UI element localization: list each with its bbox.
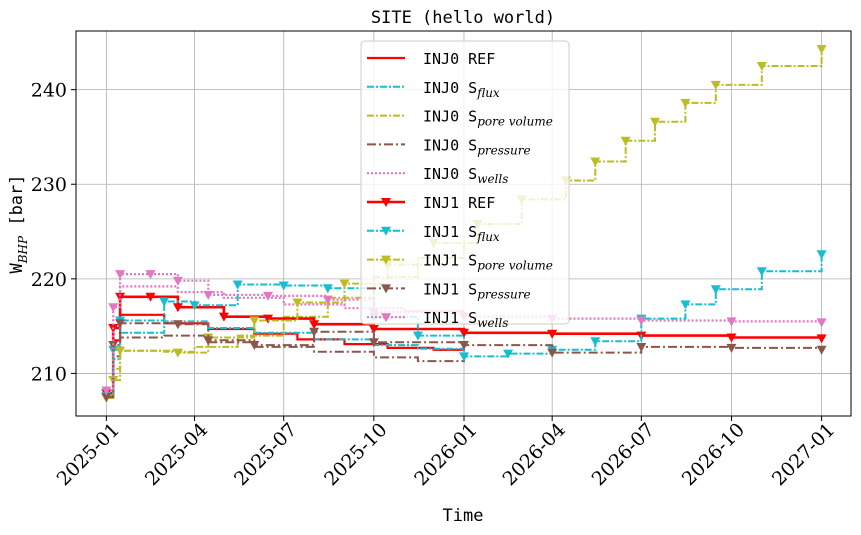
series-marker: [115, 319, 126, 329]
series-marker: [458, 341, 469, 351]
legend-label: INJ1 Sflux: [423, 223, 500, 244]
series-marker: [203, 336, 214, 346]
legend-label: INJ1 Swells: [423, 309, 508, 330]
y-tick-label: 230: [31, 174, 67, 196]
series-marker: [278, 281, 289, 291]
series-marker: [263, 291, 274, 301]
legend-marker: [381, 284, 391, 294]
series-marker: [115, 346, 126, 356]
series-marker: [726, 317, 737, 327]
series-marker: [816, 318, 827, 328]
series-marker: [339, 279, 350, 289]
x-tick-label: 2026-04: [498, 419, 569, 490]
x-tick-label: 2026-07: [588, 419, 659, 490]
series-marker: [263, 314, 274, 324]
series-marker: [108, 303, 119, 313]
series-marker: [503, 349, 514, 359]
x-axis-label: Time: [443, 506, 484, 526]
series-marker: [458, 352, 469, 362]
series-marker: [232, 280, 243, 290]
series-marker: [203, 290, 214, 300]
y-axis: 210 220 230 240: [31, 80, 76, 385]
chart-title: SITE (hello world): [371, 8, 555, 28]
legend-label: INJ0 Spressure: [423, 136, 531, 157]
legend-label: INJ0 Sflux: [423, 79, 500, 100]
series-marker: [650, 117, 661, 127]
series-marker: [115, 270, 126, 280]
series-marker: [726, 343, 737, 353]
series-marker: [172, 303, 183, 313]
series-marker: [101, 393, 112, 403]
series-marker: [159, 297, 170, 307]
series-marker: [249, 316, 260, 326]
series-marker: [710, 80, 721, 90]
series-marker: [218, 312, 229, 322]
y-axis-label: WBHP [bar]: [7, 174, 30, 273]
series-marker: [322, 295, 333, 305]
legend-label: INJ0 REF: [423, 50, 495, 68]
series-marker: [189, 301, 200, 311]
x-tick-label: 2025-01: [53, 419, 124, 490]
series-marker: [756, 267, 767, 277]
series-marker: [590, 337, 601, 347]
legend-label: INJ1 Spressure: [423, 280, 531, 301]
series-marker: [172, 320, 183, 330]
series-marker: [547, 329, 558, 339]
legend-label: INJ0 Spore volume: [423, 108, 553, 129]
legend-label: INJ0 Swells: [423, 165, 508, 186]
legend-box: [360, 40, 570, 325]
legend-marker: [381, 255, 391, 265]
legend-marker: [381, 198, 391, 207]
x-tick-label: 2025-07: [230, 419, 301, 490]
series-marker: [412, 331, 423, 341]
series-marker: [816, 44, 827, 54]
series-marker: [680, 98, 691, 108]
series-marker: [636, 316, 647, 326]
series-marker: [816, 250, 827, 260]
series-marker: [816, 334, 827, 344]
series-marker: [322, 284, 333, 294]
series-marker: [292, 298, 303, 308]
series-line: [106, 313, 464, 395]
series-marker: [726, 333, 737, 343]
series-marker: [680, 300, 691, 310]
series-marker: [108, 341, 119, 351]
series-marker: [145, 270, 156, 280]
x-tick-label: 2025-10: [320, 419, 391, 490]
series-marker: [368, 324, 379, 334]
y-tick-label: 240: [31, 80, 67, 102]
series-marker: [309, 320, 320, 330]
legend-label: INJ1 Spore volume: [423, 252, 553, 273]
series-marker: [816, 345, 827, 355]
x-tick-label: 2026-01: [410, 419, 481, 490]
series-lines: [101, 44, 827, 404]
series-marker: [710, 285, 721, 295]
series-marker: [172, 348, 183, 358]
series-marker: [368, 338, 379, 348]
x-axis: 2025-01 2025-04 2025-07 2025-10 2026-01 2026-…: [53, 416, 839, 490]
series-marker: [172, 276, 183, 286]
series-marker: [145, 292, 156, 302]
series-marker: [115, 292, 126, 302]
series-line: [106, 320, 465, 398]
legend-label: INJ1 REF: [423, 194, 495, 212]
series-marker: [458, 328, 469, 338]
series-marker: [636, 342, 647, 352]
x-tick-label: 2025-04: [141, 419, 212, 490]
x-tick-label: 2027-01: [768, 419, 839, 490]
legend-marker: [381, 226, 391, 236]
series-marker: [590, 157, 601, 167]
series-marker: [309, 327, 320, 337]
series-marker: [547, 348, 558, 358]
series-marker: [756, 62, 767, 71]
series-marker: [249, 341, 260, 351]
y-tick-label: 220: [31, 269, 67, 291]
legend-marker: [381, 313, 391, 323]
y-tick-label: 210: [31, 363, 67, 385]
x-tick-label: 2026-10: [678, 419, 749, 490]
legend: INJ0 REF INJ0 Sflux INJ0 Spore volume INJ0 …: [360, 40, 570, 330]
series-marker: [101, 386, 112, 396]
series-marker: [620, 136, 631, 146]
